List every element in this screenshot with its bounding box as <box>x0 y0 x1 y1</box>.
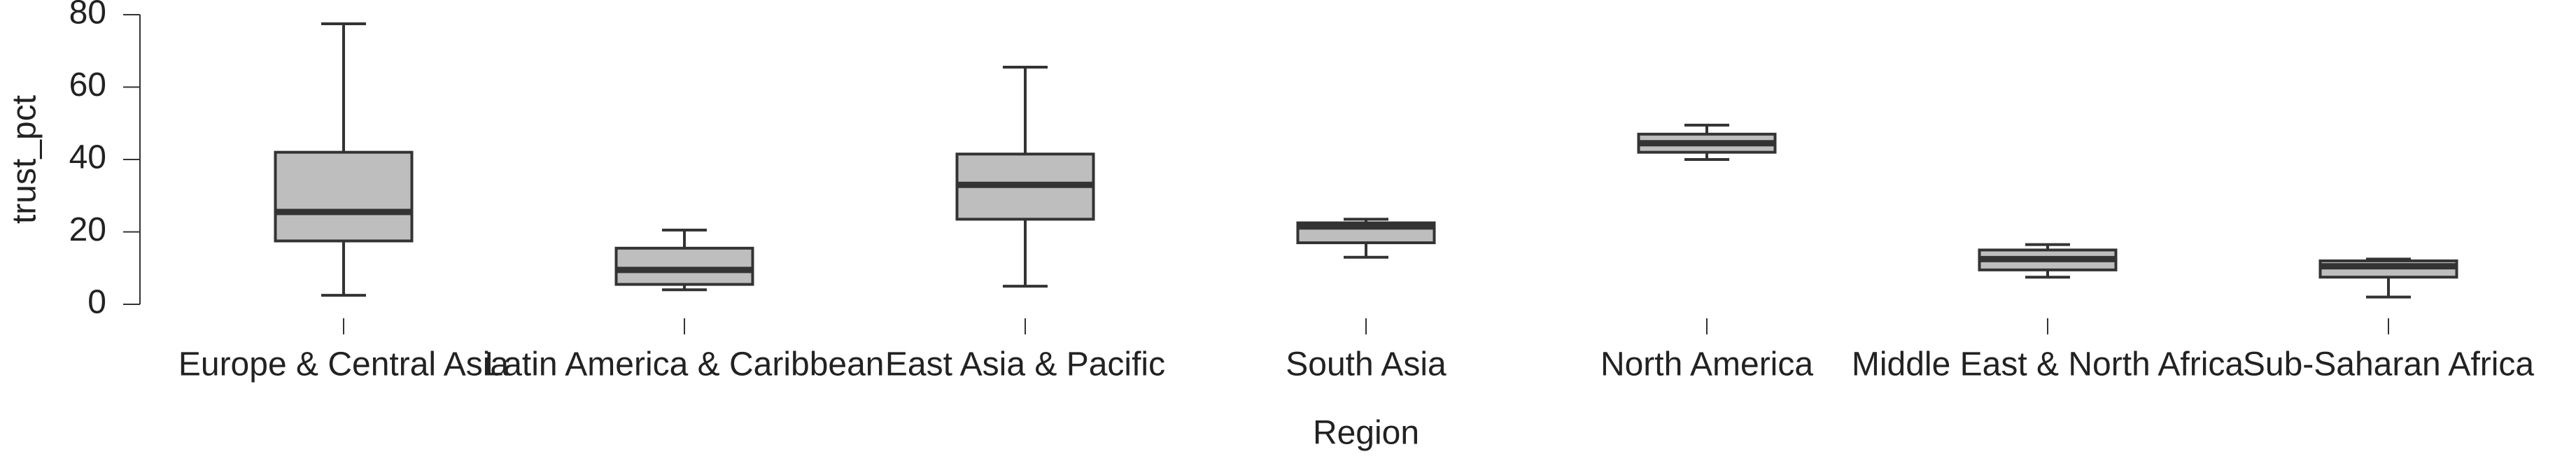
x-tick-label-0: Europe & Central Asia <box>178 346 509 383</box>
box-category-2 <box>955 66 1095 288</box>
box-series <box>274 22 2458 299</box>
box-category-3 <box>1296 218 1436 259</box>
x-tick-label-3: South Asia <box>1286 346 1447 383</box>
box-category-5 <box>1978 243 2118 279</box>
x-tick-label-2: East Asia & Pacific <box>885 346 1165 383</box>
y-axis: 0 20 40 60 80 <box>69 0 141 321</box>
y-tick-label-0: 0 <box>87 284 106 321</box>
box-category-0 <box>274 22 414 297</box>
y-tick-label-40: 40 <box>69 139 106 176</box>
x-axis-title: Region <box>1313 415 1419 452</box>
iqr-box <box>274 150 414 243</box>
x-tick-label-1: Latin America & Caribbean <box>485 346 885 383</box>
y-tick-label-20: 20 <box>69 211 106 248</box>
x-tick-label-6: Sub-Saharan Africa <box>2243 346 2535 383</box>
x-tick-label-5: Middle East & North Africa <box>1852 346 2244 383</box>
y-tick-label-60: 60 <box>69 66 106 104</box>
x-tick-label-4: North America <box>1600 346 1813 383</box>
box-category-4 <box>1637 123 1777 161</box>
y-tick-label-80: 80 <box>69 0 106 31</box>
box-category-1 <box>614 228 754 292</box>
y-axis-title: trust_pct <box>6 95 43 224</box>
box-category-6 <box>2318 257 2458 299</box>
iqr-box <box>614 246 754 286</box>
